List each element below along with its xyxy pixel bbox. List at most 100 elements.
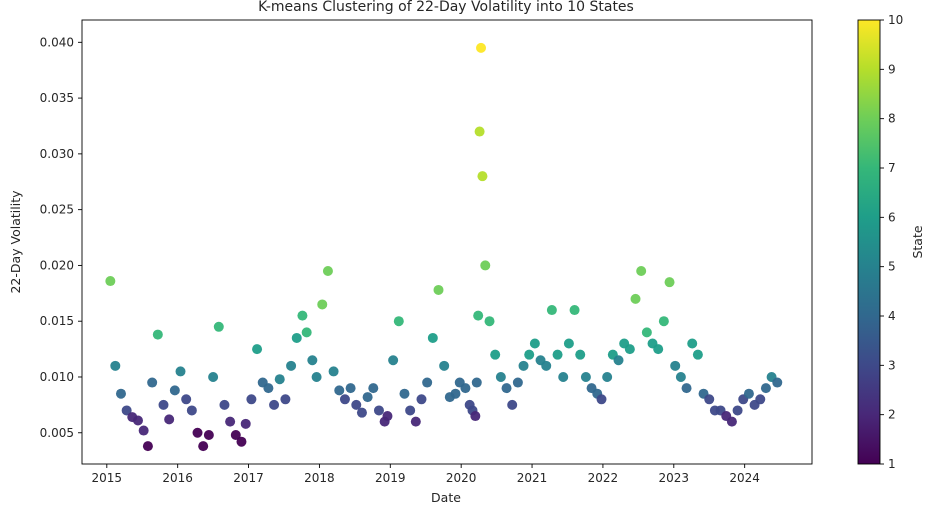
data-point xyxy=(772,377,783,388)
data-point xyxy=(613,355,624,366)
data-point xyxy=(546,305,557,316)
data-point xyxy=(110,360,121,371)
data-point xyxy=(558,371,569,382)
data-point xyxy=(334,385,345,396)
data-point xyxy=(225,416,236,427)
data-point xyxy=(681,383,692,394)
x-tick-label: 2020 xyxy=(446,471,477,485)
chart-title: K-means Clustering of 22-Day Volatility … xyxy=(258,0,634,15)
data-point xyxy=(175,366,186,377)
data-point xyxy=(121,405,132,416)
x-tick-label: 2023 xyxy=(659,471,690,485)
data-point xyxy=(422,377,433,388)
x-tick-label: 2018 xyxy=(304,471,335,485)
data-point xyxy=(484,316,495,327)
data-point xyxy=(263,383,274,394)
data-point xyxy=(164,414,175,425)
plot-frame xyxy=(81,19,813,465)
x-tick-label: 2015 xyxy=(92,471,123,485)
data-point xyxy=(115,388,126,399)
data-point xyxy=(743,388,754,399)
data-point xyxy=(470,411,481,422)
data-point xyxy=(575,349,586,360)
colorbar-axis: 1 2 3 4 5 6 7 8 9 10 xyxy=(880,13,903,471)
data-point xyxy=(152,329,163,340)
data-point xyxy=(636,266,647,277)
data-point xyxy=(405,405,416,416)
data-point xyxy=(580,371,591,382)
data-point xyxy=(495,371,506,382)
data-point xyxy=(474,126,485,137)
data-point xyxy=(602,371,613,382)
data-point xyxy=(345,383,356,394)
data-point xyxy=(339,394,350,405)
data-point xyxy=(563,338,574,349)
data-point xyxy=(490,349,501,360)
data-point xyxy=(477,171,488,182)
colorbar-tick-label: 1 xyxy=(888,457,896,471)
data-point xyxy=(393,316,404,327)
data-point xyxy=(569,305,580,316)
data-point xyxy=(240,418,251,429)
colorbar-tick-label: 2 xyxy=(888,408,896,422)
data-point xyxy=(518,360,529,371)
data-point xyxy=(471,377,482,388)
colorbar-tick-label: 4 xyxy=(888,309,896,323)
y-tick-label: 0.025 xyxy=(40,203,74,217)
data-point xyxy=(307,355,318,366)
y-axis: 0.005 0.010 0.015 0.020 0.025 0.030 0.035 0.040 xyxy=(40,35,82,440)
data-point xyxy=(203,429,214,440)
colorbar-tick-label: 9 xyxy=(888,62,896,76)
data-point xyxy=(670,360,681,371)
data-point xyxy=(732,405,743,416)
data-point xyxy=(473,310,484,321)
x-tick-label: 2017 xyxy=(233,471,264,485)
colorbar-tick-label: 5 xyxy=(888,260,896,274)
data-point xyxy=(219,399,230,410)
data-point xyxy=(416,394,427,405)
data-point xyxy=(529,338,540,349)
x-tick-label: 2024 xyxy=(729,471,760,485)
data-point xyxy=(653,344,664,355)
data-point xyxy=(280,394,291,405)
data-point xyxy=(105,276,116,287)
colorbar-tick-label: 10 xyxy=(888,13,903,27)
colorbar-tick-label: 3 xyxy=(888,358,896,372)
data-point xyxy=(692,349,703,360)
x-axis-label: Date xyxy=(431,490,461,505)
y-tick-label: 0.020 xyxy=(40,258,74,272)
data-point xyxy=(186,405,197,416)
data-point xyxy=(286,360,297,371)
colorbar-tick-label: 8 xyxy=(888,112,896,126)
data-point xyxy=(552,349,563,360)
data-point xyxy=(480,260,491,271)
data-point xyxy=(664,277,675,288)
data-point xyxy=(476,42,487,53)
x-tick-label: 2016 xyxy=(162,471,193,485)
data-point xyxy=(410,416,421,427)
y-tick-label: 0.010 xyxy=(40,370,74,384)
data-point xyxy=(142,441,153,452)
data-point xyxy=(524,349,535,360)
data-point xyxy=(760,383,771,394)
data-point xyxy=(704,394,715,405)
data-point xyxy=(541,360,552,371)
colorbar xyxy=(857,19,881,465)
data-points xyxy=(105,42,783,452)
data-point xyxy=(373,405,384,416)
data-point xyxy=(252,344,263,355)
x-tick-label: 2019 xyxy=(375,471,406,485)
data-point xyxy=(297,310,308,321)
data-point xyxy=(596,394,607,405)
data-point xyxy=(246,394,257,405)
data-point xyxy=(138,425,149,436)
data-point xyxy=(624,344,635,355)
data-point xyxy=(382,411,393,422)
data-point xyxy=(433,284,444,295)
data-point xyxy=(230,429,241,440)
colorbar-tick-label: 6 xyxy=(888,210,896,224)
data-point xyxy=(169,385,180,396)
data-point xyxy=(512,377,523,388)
data-point xyxy=(388,355,399,366)
